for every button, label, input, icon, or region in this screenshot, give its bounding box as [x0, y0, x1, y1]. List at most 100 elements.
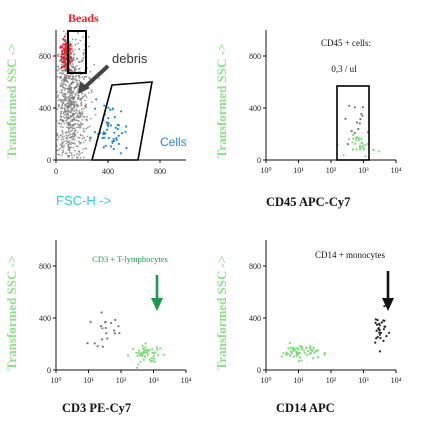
- p1-point: [61, 94, 64, 96]
- p1-point: [68, 100, 71, 103]
- p4-xtick-label: 10⁰: [260, 376, 271, 385]
- p4-point: [286, 353, 289, 356]
- p1-point: [103, 136, 106, 139]
- p1-point: [82, 127, 85, 130]
- p1-point: [71, 135, 73, 138]
- p4-point: [305, 353, 308, 356]
- p4-point: [378, 331, 381, 334]
- p1-point: [63, 92, 65, 95]
- p1-point: [67, 156, 70, 159]
- p1-point: [58, 53, 60, 56]
- p4-point: [376, 319, 379, 322]
- p1-point: [80, 99, 82, 101]
- p1-cells-gate: [90, 81, 153, 161]
- p1-point: [64, 77, 66, 80]
- p1-point: [65, 115, 68, 118]
- p3-point: [152, 355, 155, 358]
- p1-point: [85, 106, 87, 108]
- p1-point: [81, 123, 84, 126]
- p1-point: [82, 130, 85, 132]
- p4-point: [298, 356, 302, 359]
- p1-point: [63, 117, 66, 119]
- p1-point: [72, 65, 75, 68]
- p4-point: [382, 328, 385, 331]
- p1-point: [73, 102, 75, 104]
- p1-point: [89, 70, 92, 73]
- p1-point: [64, 87, 66, 89]
- p1-point: [77, 114, 79, 117]
- p1-point: [90, 91, 93, 94]
- p2-point: [353, 106, 356, 109]
- p1-point: [56, 144, 58, 147]
- p3-point: [100, 311, 103, 314]
- p3-point: [99, 325, 102, 328]
- p1-point: [66, 97, 69, 99]
- p1-point: [71, 60, 74, 63]
- p1-point: [70, 154, 73, 157]
- p1-point: [68, 147, 71, 150]
- p2-point: [361, 114, 364, 117]
- p1-point: [69, 133, 72, 136]
- p1-point: [72, 78, 75, 80]
- p1-point: [71, 124, 73, 127]
- p1-point: [61, 65, 64, 68]
- p2-point: [344, 117, 347, 120]
- p1-point: [64, 120, 67, 122]
- p1-point: [65, 84, 67, 87]
- p1-xtick-label: 0: [54, 167, 58, 176]
- p1-point: [75, 126, 78, 129]
- p4-point: [316, 349, 319, 352]
- p1-point: [56, 69, 59, 72]
- p1-point: [86, 126, 89, 129]
- p1-point: [66, 100, 68, 102]
- p1-point: [75, 145, 78, 148]
- p4-point: [374, 341, 377, 344]
- p1-point: [64, 75, 67, 78]
- p1-point: [78, 111, 81, 114]
- p1-point: [61, 142, 64, 145]
- p1-point: [109, 124, 112, 127]
- p1-point: [60, 138, 63, 141]
- p1-point: [70, 56, 73, 58]
- p1-point: [102, 131, 105, 134]
- p1-point: [58, 60, 61, 62]
- p1-point: [71, 63, 74, 65]
- p1-point: [75, 100, 77, 103]
- p2-xtick-label: 10⁴: [391, 166, 402, 175]
- p3-point: [135, 351, 138, 354]
- p3-point: [106, 337, 109, 340]
- p1-point: [79, 122, 82, 124]
- p1-point: [56, 134, 59, 137]
- p3-point: [151, 348, 154, 351]
- p4-point: [309, 346, 312, 349]
- p1-point: [67, 77, 69, 80]
- p1-point: [69, 124, 72, 126]
- p1-point: [59, 46, 62, 49]
- p4-point: [379, 331, 383, 334]
- p1-point: [70, 146, 72, 149]
- p2-point: [372, 148, 375, 151]
- p4-point: [300, 347, 303, 350]
- p1-point: [82, 156, 85, 159]
- p1-point: [75, 86, 77, 89]
- p1-point: [71, 118, 73, 121]
- p3-point: [139, 360, 142, 363]
- p1-point: [73, 138, 76, 141]
- p2-point: [355, 121, 358, 124]
- p1-point: [62, 56, 65, 59]
- p1-point: [65, 142, 68, 145]
- p1-point: [71, 102, 73, 105]
- p1-beads-label: Beads: [68, 11, 99, 25]
- p1-point: [85, 127, 88, 130]
- p1-point: [88, 139, 91, 142]
- p1-point: [70, 59, 72, 62]
- p1-point: [63, 51, 66, 54]
- p3-point: [118, 332, 121, 335]
- p1-point: [120, 132, 124, 135]
- p4-point: [376, 335, 379, 339]
- p1-point: [73, 113, 76, 116]
- p1-point: [86, 115, 88, 118]
- p1-point: [70, 58, 73, 60]
- p1-point: [66, 81, 69, 83]
- p3-ytick-label: 800: [39, 262, 51, 271]
